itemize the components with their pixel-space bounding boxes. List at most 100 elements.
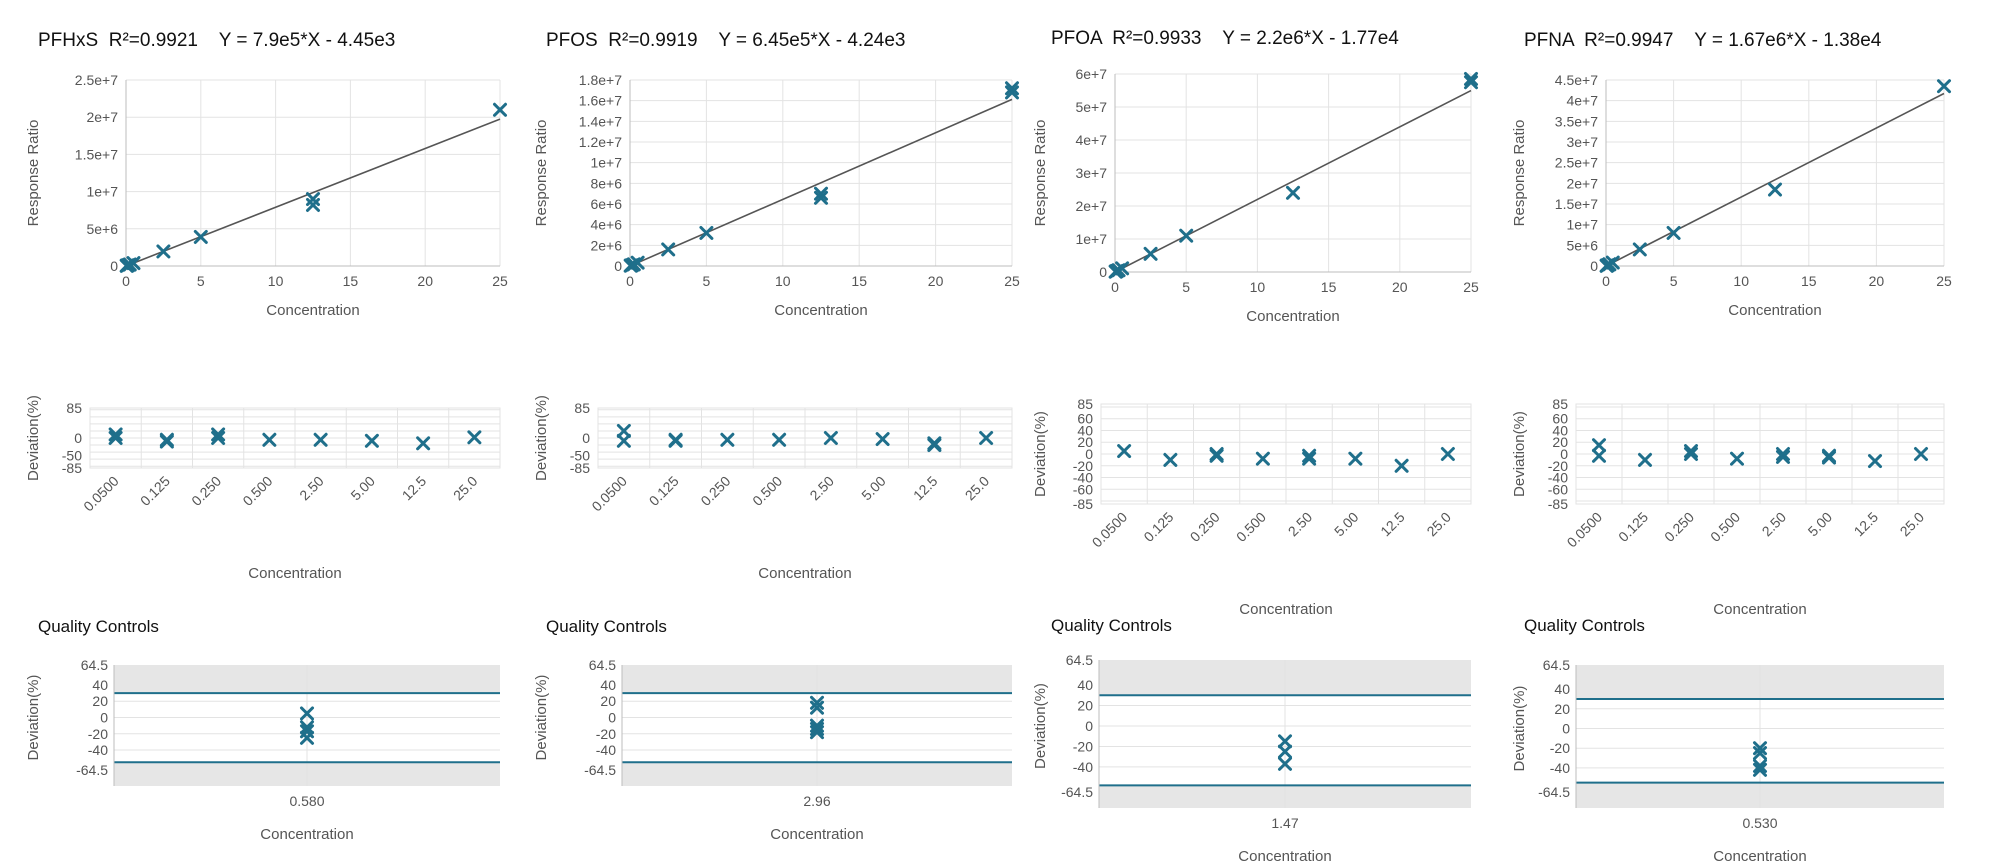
x-tick-label: 5	[1670, 273, 1678, 289]
cross-stroke	[1592, 448, 1606, 463]
data-point	[1868, 454, 1882, 469]
data-point	[616, 433, 631, 448]
x-axis-label: Concentration	[1239, 601, 1332, 618]
y-tick-label: -50	[62, 448, 82, 464]
x-tick-label: 0.530	[1742, 815, 1777, 831]
cross-stroke	[810, 695, 824, 710]
cross-stroke	[616, 433, 631, 448]
cross-stroke	[108, 431, 123, 445]
qc-point	[1278, 734, 1292, 749]
y-tick-label: -20	[1550, 740, 1570, 756]
y-tick-label: -50	[570, 448, 590, 464]
cross-stroke	[1605, 255, 1620, 270]
cross-stroke	[313, 432, 328, 447]
y-tick-label: 3e+7	[1566, 134, 1598, 150]
x-tick-label: 15	[1321, 279, 1337, 295]
data-point	[1822, 450, 1836, 465]
cross-stroke	[630, 255, 645, 270]
x-tick-label: 20	[1392, 279, 1408, 295]
cross-stroke	[1753, 746, 1767, 761]
plot-frame	[89, 407, 501, 469]
y-tick-label: 0	[100, 710, 108, 726]
y-tick-label: 5e+6	[86, 221, 118, 237]
y-tick-label: -85	[62, 460, 82, 476]
x-tick-label: 15	[1801, 273, 1817, 289]
data-point	[1684, 444, 1698, 459]
y-axis-label: Deviation(%)	[1511, 411, 1528, 497]
cross-stroke	[122, 257, 137, 272]
cross-stroke	[159, 432, 174, 447]
data-point	[1117, 444, 1132, 459]
cross-stroke	[1937, 79, 1951, 94]
data-point	[126, 256, 141, 271]
cross-stroke	[1278, 734, 1292, 749]
curve-title: PFOA R²=0.9933 Y = 2.2e6*X - 1.77e4	[1051, 28, 1399, 49]
y-tick-label: -20	[1073, 738, 1093, 754]
data-point	[122, 257, 137, 272]
quality-controls-chart: 64.5 40 20 0 -20 -40 -64.5 1.47 Concentration Dev…	[1032, 652, 1471, 865]
cross-stroke	[1776, 449, 1790, 464]
cross-stroke	[875, 432, 890, 447]
y-tick-label: 1.2e+7	[579, 134, 622, 150]
data-point	[1730, 451, 1744, 466]
y-tick-label: 0	[1560, 446, 1568, 462]
y-tick-label: 2e+7	[1075, 198, 1107, 214]
y-tick-label: 3e+7	[1075, 165, 1107, 181]
data-point	[306, 192, 320, 207]
qc-title: Quality Controls	[1524, 616, 1645, 635]
cross-stroke	[1143, 246, 1158, 261]
data-point	[1684, 447, 1698, 461]
y-tick-label: -40	[1550, 760, 1570, 776]
cross-stroke	[814, 190, 828, 205]
data-point	[1394, 458, 1409, 473]
qc-point	[810, 725, 824, 740]
calibration-curve-chart: 0 2e+6 4e+6 6e+6 8e+6 1e+7 1.2e+7 1.4e+7 1.6e+7 1…	[533, 72, 1020, 319]
cross-stroke	[1632, 242, 1647, 257]
y-axis-label: Deviation(%)	[533, 395, 550, 481]
x-tick-label: 1.47	[1271, 815, 1298, 831]
x-tick-label: 25	[1936, 273, 1952, 289]
data-point	[159, 432, 174, 447]
plot-frame	[1100, 403, 1472, 505]
data-point	[1348, 451, 1363, 466]
cross-stroke	[1302, 448, 1317, 463]
data-point	[814, 186, 828, 201]
cross-stroke	[1163, 452, 1178, 467]
x-tick-label: 2.96	[803, 793, 830, 809]
data-point	[1163, 452, 1178, 467]
y-tick-label: -85	[570, 460, 590, 476]
curve-title: PFNA R²=0.9947 Y = 1.67e6*X - 1.38e4	[1524, 30, 1882, 51]
cross-stroke	[1115, 261, 1130, 276]
cross-stroke	[661, 242, 676, 257]
qc-point	[300, 730, 314, 745]
y-tick-label: -64.5	[1061, 784, 1093, 800]
cross-stroke	[300, 730, 314, 745]
qc-point	[1753, 746, 1767, 761]
cross-stroke	[823, 431, 838, 445]
y-tick-label: 85	[574, 400, 590, 416]
x-tick-label: 5	[1182, 279, 1190, 295]
x-tick-label: 25	[492, 273, 508, 289]
x-axis-label: Concentration	[266, 302, 359, 319]
cross-stroke	[1278, 744, 1292, 759]
data-point	[108, 427, 123, 442]
x-tick-label: 20	[928, 273, 944, 289]
x-axis-label: Concentration	[758, 565, 851, 582]
y-tick-label: -64.5	[76, 762, 108, 778]
y-tick-label: 40	[1554, 681, 1570, 697]
y-tick-label: 4e+7	[1566, 93, 1598, 109]
y-tick-label: 4e+6	[590, 217, 622, 233]
y-tick-label: -40	[596, 742, 616, 758]
cross-stroke	[1730, 451, 1744, 466]
fit-line	[629, 98, 1013, 267]
y-tick-label: -60	[1073, 481, 1093, 497]
y-tick-label: -20	[88, 726, 108, 742]
y-axis-label: Deviation(%)	[1032, 411, 1049, 497]
data-point	[1638, 452, 1652, 467]
data-point	[1632, 242, 1647, 257]
y-axis-label: Response Ratio	[1032, 120, 1049, 227]
y-tick-label: 1.5e+7	[1555, 196, 1598, 212]
y-tick-label: 85	[1552, 396, 1568, 412]
y-tick-label: 1.5e+7	[75, 146, 118, 162]
